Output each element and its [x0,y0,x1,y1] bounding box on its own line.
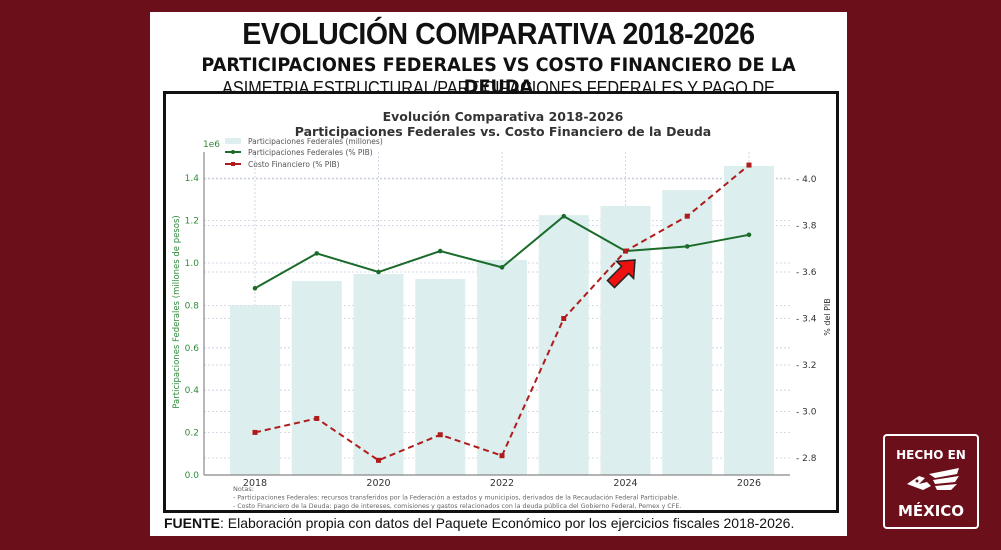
red-point [252,429,258,435]
chart: 0.0 0.2 0.4 0.6 0.8 1.0 1.2 1.4 - 2.8 - 3.0 - 3.2 -… [172,109,832,519]
bar [724,165,774,476]
legend-label-green: Participaciones Federales (% PIB) [248,148,373,157]
y-tick-label: 0.6 [185,344,200,354]
legend: Participaciones Federales (millones) Par… [225,137,383,169]
badge-line2: MÉXICO [897,502,965,520]
x-tick-label: 2020 [366,478,390,489]
red-point [437,432,443,438]
source-text: : Elaboración propia con datos del Paque… [220,515,795,531]
y-tick-label: 0.0 [185,471,200,481]
bar [230,305,280,475]
eagle-icon [907,468,959,490]
y2-tick-label: - 3.6 [796,268,817,278]
green-point [684,244,690,249]
bar [538,215,589,475]
y2-tick-label: - 3.4 [796,315,817,325]
page-title: EVOLUCIÓN COMPARATIVA 2018-2026 [242,16,755,51]
red-point [746,162,752,168]
legend-label-bars: Participaciones Federales (millones) [248,137,383,146]
y-axis-label: Participaciones Federales (millones de p… [172,215,182,408]
y-tick-label: 0.2 [185,429,199,439]
green-point [746,232,752,238]
chart-title: Evolución Comparativa 2018-2026 [383,109,624,124]
badge-line1: HECHO EN [896,448,966,462]
green-point [499,265,505,270]
green-point [437,248,443,254]
bar [353,274,404,475]
x-tick-label: 2018 [243,478,267,489]
y-tick-label: 1.4 [185,174,200,184]
red-point [561,316,567,321]
axes: 0.0 0.2 0.4 0.6 0.8 1.0 1.2 1.4 - 2.8 - 3.0 - 3.2 -… [185,152,817,489]
source-footer: FUENTE: Elaboración propia con datos del… [164,515,794,531]
y2-tick-label: - 2.8 [796,454,817,464]
red-point [376,457,381,463]
y2-axis-label: % del PIB [823,298,832,336]
x-tick-label: 2024 [613,478,637,489]
red-point [623,248,628,254]
hecho-en-mexico-badge: HECHO EN MÉXICO [883,434,979,529]
chart-subtitle: Participaciones Federales vs. Costo Fina… [295,124,711,139]
y-tick-label: 1.2 [185,217,199,227]
x-tick-label: 2026 [737,478,761,489]
y2-tick-label: - 3.8 [796,222,817,232]
note-line: - Costo Financiero de la Deuda: pago de … [233,502,681,510]
bar [291,281,342,475]
y2-tick-label: - 4.0 [796,175,817,185]
green-point [376,269,381,275]
red-point [684,213,690,219]
note-line: Notas: [233,485,254,493]
y2-tick-label: - 3.0 [796,408,817,418]
legend-swatch-bars [225,138,241,144]
bar [415,278,466,475]
green-point [314,251,320,256]
y-tick-label: 0.4 [185,386,200,396]
y-tick-label: 0.8 [185,301,200,311]
legend-label-red: Costo Financiero (% PIB) [248,160,340,169]
note-line: - Participaciones Federales: recursos tr… [233,494,679,502]
green-point [252,285,258,291]
bar [477,260,527,475]
y-scale-label: 1e6 [203,140,220,150]
infographic-panel: EVOLUCIÓN COMPARATIVA 2018-2026 PARTICIP… [150,12,847,536]
y-tick-label: 1.0 [185,259,200,269]
y2-tick-label: - 3.2 [796,361,816,371]
bar [662,190,713,475]
bar [600,205,651,476]
chart-frame: 0.0 0.2 0.4 0.6 0.8 1.0 1.2 1.4 - 2.8 - 3.0 - 3.2 -… [163,91,839,519]
green-point [561,213,567,219]
line-series [252,162,752,463]
x-tick-label: 2022 [490,478,514,489]
red-point [314,415,320,421]
source-label: FUENTE [164,515,220,531]
red-point [499,453,505,459]
red-arrow-icon [606,259,636,289]
